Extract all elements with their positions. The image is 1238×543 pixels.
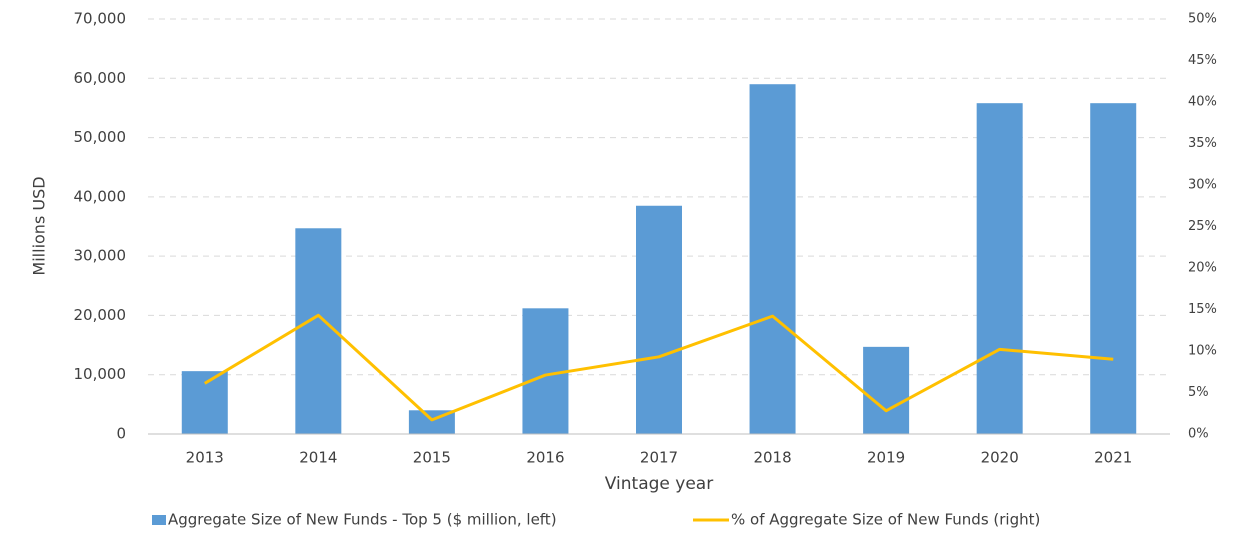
bar <box>1090 103 1137 434</box>
y2-tick-label: 35% <box>1188 136 1217 151</box>
legend-swatch <box>152 515 166 525</box>
y2-tick-label: 50% <box>1188 12 1217 27</box>
x-tick-label: 2020 <box>981 449 1019 467</box>
y-tick-label: 60,000 <box>74 69 127 87</box>
x-tick-label: 2013 <box>186 449 224 467</box>
bar <box>749 84 796 434</box>
y2-tick-label: 45% <box>1188 53 1217 68</box>
bar <box>636 205 682 434</box>
bar <box>863 346 910 434</box>
y2-tick-label: 40% <box>1188 95 1217 110</box>
y2-tick-label: 10% <box>1188 344 1217 359</box>
y-tick-label: 20,000 <box>74 306 127 324</box>
legend-label: % of Aggregate Size of New Funds (right) <box>731 511 1040 529</box>
bar <box>976 103 1023 434</box>
x-tick-label: 2018 <box>753 449 791 467</box>
y2-tick-label: 0% <box>1188 427 1209 442</box>
y2-tick-label: 25% <box>1188 219 1217 234</box>
y-tick-label: 50,000 <box>74 128 127 146</box>
bar <box>181 371 228 434</box>
y-tick-label: 40,000 <box>74 187 127 205</box>
line <box>204 313 1114 422</box>
y2-tick-label: 20% <box>1188 261 1217 276</box>
x-tick-label: 2014 <box>299 449 337 467</box>
y-tick-label: 0 <box>116 425 126 443</box>
y-tick-label: 30,000 <box>74 247 127 265</box>
legend-label: Aggregate Size of New Funds - Top 5 ($ m… <box>168 511 557 529</box>
y-tick-label: 10,000 <box>74 365 127 383</box>
x-tick-label: 2021 <box>1094 449 1132 467</box>
x-tick-label: 2015 <box>413 449 451 467</box>
y2-tick-label: 30% <box>1188 178 1217 193</box>
y-tick-label: 70,000 <box>74 10 127 28</box>
y2-tick-label: 5% <box>1188 385 1209 400</box>
x-tick-label: 2016 <box>526 449 564 467</box>
x-tick-label: 2017 <box>640 449 678 467</box>
x-tick-label: 2019 <box>867 449 905 467</box>
y-axis-title: Millions USD <box>30 176 49 275</box>
x-axis-title: Vintage year <box>605 474 713 494</box>
y2-tick-label: 15% <box>1188 302 1217 317</box>
